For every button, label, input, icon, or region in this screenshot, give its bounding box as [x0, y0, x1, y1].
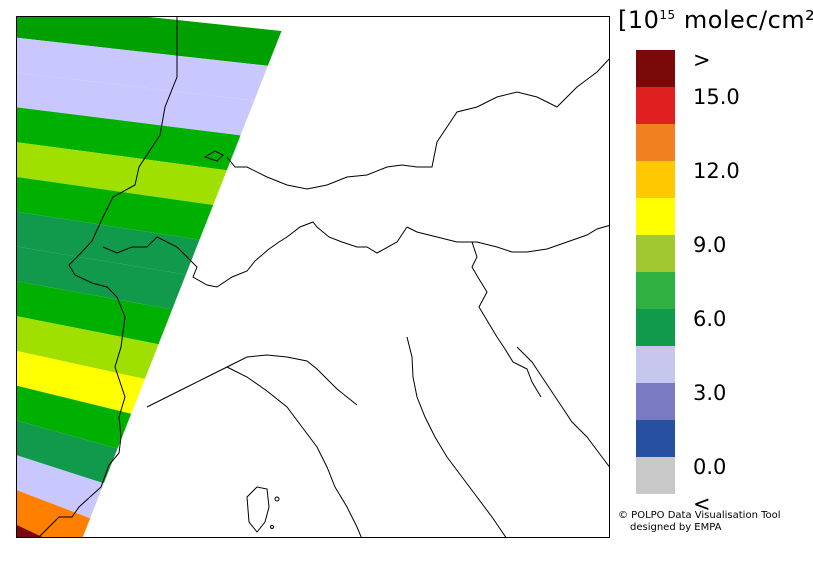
- legend-swatch-5: [636, 235, 675, 272]
- satellite-swath: [17, 17, 282, 537]
- lake-geneva: [203, 150, 224, 162]
- swath-band: [17, 211, 200, 275]
- legend-swatch-2: [636, 124, 675, 161]
- island-small: [274, 496, 280, 502]
- swath-band: [17, 72, 255, 136]
- swath-band: [17, 142, 227, 205]
- map-panel: [16, 16, 610, 538]
- coast-adriatic: [406, 336, 507, 537]
- border-north: [226, 58, 609, 190]
- legend-swatch-3: [636, 161, 675, 198]
- legend-swatch-8: [636, 346, 675, 383]
- swath-band: [17, 281, 173, 345]
- legend-title: [1015 molec/cm²]: [618, 6, 813, 34]
- swath-band: [17, 455, 104, 519]
- legend-swatch-6: [636, 272, 675, 309]
- swath-band: [17, 37, 268, 101]
- credit-line-1: © POLPO Data Visualisation Tool: [618, 510, 781, 521]
- coast-ligurian: [146, 354, 358, 408]
- legend-label-0: >: [693, 48, 711, 72]
- legend-label-9: 3.0: [693, 381, 727, 405]
- border-west: [38, 17, 178, 537]
- swath-band: [17, 420, 118, 484]
- legend-label-11: 0.0: [693, 455, 727, 479]
- legend-label-12: <: [693, 492, 711, 516]
- swath-band: [17, 177, 214, 240]
- country-borders: [38, 17, 609, 537]
- legend-label-1: 15.0: [693, 85, 740, 109]
- swath-band: [17, 351, 145, 414]
- border-swiss: [102, 221, 408, 288]
- border-east: [406, 225, 609, 253]
- swath-band: [17, 385, 132, 449]
- swath-band: [17, 246, 186, 310]
- map-canvas: [17, 17, 609, 537]
- coast-croatia: [516, 346, 609, 468]
- legend-swatch-9: [636, 383, 675, 420]
- swath-band: [17, 107, 241, 171]
- legend: [1015 molec/cm²] >15.0 12.0 9.0 6.0 3.0 0.0 < …: [610, 0, 813, 566]
- island-corsica: [246, 486, 270, 533]
- swath-band: [17, 490, 91, 537]
- border-slovenia: [471, 241, 542, 398]
- swath-band: [17, 17, 282, 66]
- legend-label-3: 12.0: [693, 159, 740, 183]
- legend-swatch-7: [636, 309, 675, 346]
- legend-label-5: 9.0: [693, 233, 727, 257]
- legend-swatch-0: [636, 50, 675, 87]
- legend-swatch-4: [636, 198, 675, 235]
- legend-swatch-11: [636, 457, 675, 494]
- coast-tyrrhenian: [226, 366, 362, 537]
- legend-label-7: 6.0: [693, 307, 727, 331]
- legend-swatch-10: [636, 420, 675, 457]
- swath-band: [17, 316, 159, 379]
- legend-swatch-1: [636, 87, 675, 124]
- island-small-2: [270, 525, 274, 529]
- credit-line-2: designed by EMPA: [630, 522, 722, 533]
